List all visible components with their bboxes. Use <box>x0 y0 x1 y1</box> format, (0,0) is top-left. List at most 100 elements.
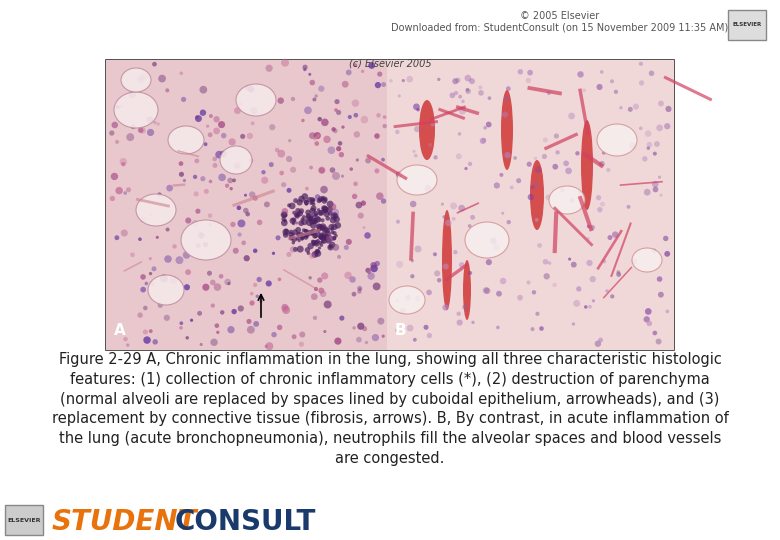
Circle shape <box>282 208 288 214</box>
Circle shape <box>402 79 405 82</box>
Circle shape <box>481 138 486 143</box>
Circle shape <box>304 233 308 237</box>
Circle shape <box>535 166 541 173</box>
Circle shape <box>331 230 335 234</box>
Circle shape <box>243 208 249 213</box>
Circle shape <box>360 200 366 206</box>
Circle shape <box>183 179 186 182</box>
Circle shape <box>296 208 300 213</box>
Circle shape <box>310 232 314 235</box>
Circle shape <box>290 167 296 173</box>
Circle shape <box>647 321 652 326</box>
Circle shape <box>560 188 565 192</box>
Circle shape <box>406 325 413 332</box>
Circle shape <box>278 278 282 281</box>
Circle shape <box>644 316 650 322</box>
Circle shape <box>383 115 387 119</box>
Circle shape <box>346 70 352 75</box>
Circle shape <box>316 217 321 222</box>
Circle shape <box>353 181 358 186</box>
Circle shape <box>657 276 662 282</box>
Circle shape <box>120 104 123 107</box>
Circle shape <box>466 88 470 92</box>
Circle shape <box>314 219 318 224</box>
Circle shape <box>149 213 152 217</box>
Circle shape <box>530 185 535 190</box>
Circle shape <box>314 287 318 291</box>
Circle shape <box>352 292 356 296</box>
Circle shape <box>305 210 310 215</box>
Circle shape <box>281 304 289 312</box>
Circle shape <box>193 175 197 179</box>
Circle shape <box>309 253 315 259</box>
Circle shape <box>307 217 312 221</box>
Circle shape <box>437 78 441 81</box>
Circle shape <box>250 300 255 306</box>
Circle shape <box>236 206 241 210</box>
Circle shape <box>305 215 310 220</box>
Circle shape <box>480 138 486 144</box>
Circle shape <box>377 71 382 77</box>
Circle shape <box>318 167 325 174</box>
Circle shape <box>299 342 304 347</box>
Text: B: B <box>395 323 406 338</box>
Circle shape <box>470 215 475 220</box>
Circle shape <box>516 178 521 183</box>
Circle shape <box>616 272 621 277</box>
Circle shape <box>295 221 298 225</box>
Circle shape <box>456 153 462 159</box>
Circle shape <box>484 126 487 130</box>
Text: Figure 2-29 A, Chronic inflammation in the lung, showing all three characteristi: Figure 2-29 A, Chronic inflammation in t… <box>51 352 729 466</box>
Circle shape <box>331 213 336 219</box>
Circle shape <box>281 220 288 226</box>
Circle shape <box>332 127 336 131</box>
Circle shape <box>325 238 332 244</box>
Circle shape <box>596 195 601 200</box>
Circle shape <box>143 329 148 334</box>
Circle shape <box>185 269 191 275</box>
Circle shape <box>309 230 315 236</box>
Circle shape <box>198 232 204 239</box>
Circle shape <box>243 255 250 261</box>
Circle shape <box>303 235 308 240</box>
Circle shape <box>426 289 432 295</box>
Circle shape <box>543 138 548 143</box>
Circle shape <box>195 115 202 122</box>
Circle shape <box>318 85 324 92</box>
Circle shape <box>413 104 420 110</box>
Circle shape <box>332 231 337 235</box>
Circle shape <box>248 158 254 163</box>
Circle shape <box>317 117 322 122</box>
Circle shape <box>614 90 618 94</box>
Circle shape <box>321 186 328 193</box>
Circle shape <box>353 113 358 118</box>
Circle shape <box>209 114 213 118</box>
Circle shape <box>297 246 303 253</box>
Circle shape <box>328 146 335 154</box>
Circle shape <box>288 139 292 143</box>
Circle shape <box>218 274 223 279</box>
Circle shape <box>496 326 500 329</box>
Circle shape <box>665 106 672 112</box>
Circle shape <box>292 237 297 242</box>
Circle shape <box>253 195 258 201</box>
Circle shape <box>324 231 331 237</box>
Circle shape <box>282 217 285 221</box>
Circle shape <box>590 276 596 282</box>
Circle shape <box>138 127 144 133</box>
Circle shape <box>332 244 339 251</box>
Circle shape <box>292 334 296 339</box>
Circle shape <box>450 202 457 210</box>
Circle shape <box>597 84 603 90</box>
Circle shape <box>214 116 220 123</box>
Circle shape <box>200 343 203 346</box>
Ellipse shape <box>397 165 437 195</box>
Circle shape <box>214 284 222 291</box>
Circle shape <box>237 219 246 227</box>
Circle shape <box>185 218 191 224</box>
Circle shape <box>317 228 321 232</box>
Circle shape <box>526 280 530 285</box>
Circle shape <box>165 89 169 92</box>
Circle shape <box>544 273 550 279</box>
Ellipse shape <box>632 248 662 272</box>
